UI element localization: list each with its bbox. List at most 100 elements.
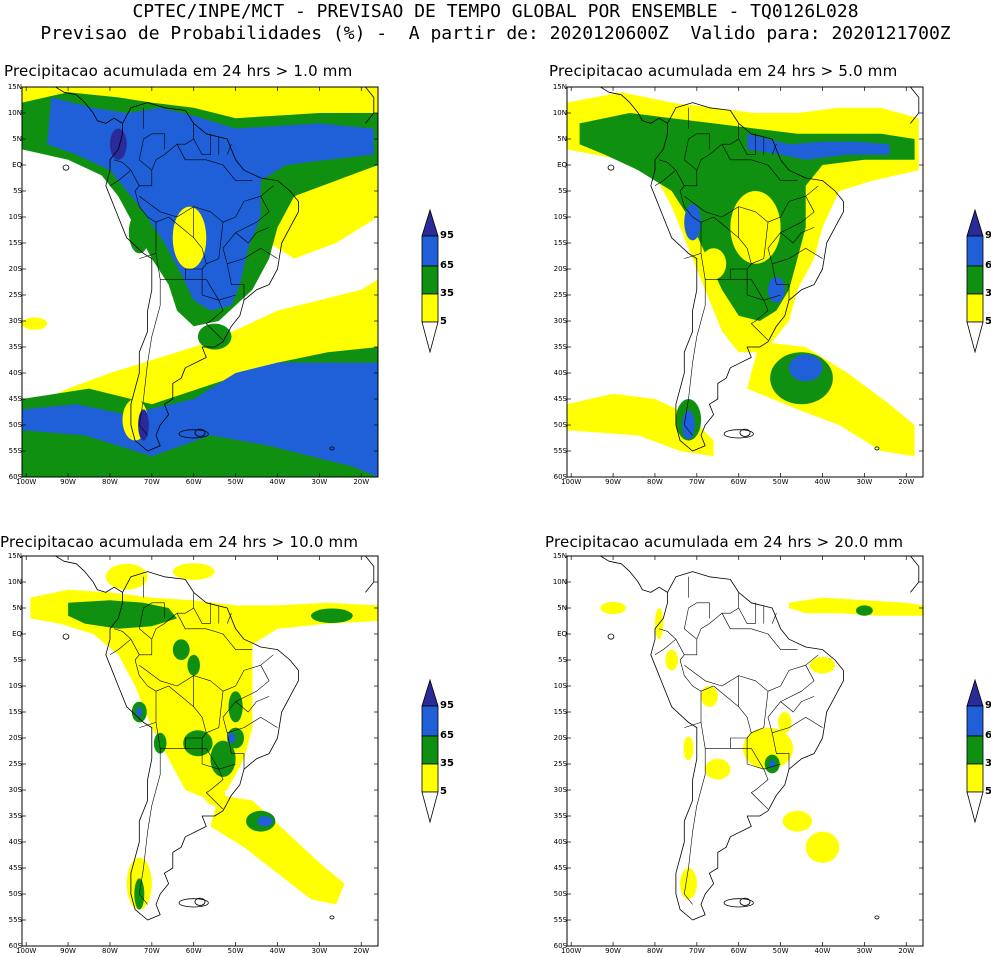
lat-tick-label: 30S: [8, 317, 22, 325]
probability-contour-5: [680, 868, 697, 900]
colorbar-segment: [421, 321, 439, 354]
colorbar-segment: [421, 235, 439, 267]
probability-contour-35: [128, 211, 150, 254]
probability-contour-5: [782, 810, 813, 832]
lat-tick-label: 20S: [8, 265, 22, 273]
lat-tick-label: 5N: [12, 604, 22, 612]
lat-tick-label: 20S: [8, 734, 22, 742]
lon-tick-label: 100W: [561, 947, 582, 955]
lat-tick-label: 50S: [8, 890, 22, 898]
coastlines-and-borders: [26, 87, 375, 452]
legend-colorbar-2: 95 65 35 5: [965, 208, 991, 358]
colorbar-segment: [966, 235, 984, 267]
probability-contour-5: [778, 712, 792, 733]
colorbar: [421, 208, 439, 354]
probability-contour-35: [197, 323, 232, 350]
colorbar-segment: [421, 735, 439, 765]
lat-tick-label: 25S: [8, 760, 22, 768]
lat-tick-label: 50S: [553, 890, 567, 898]
colorbar-segment: [421, 293, 439, 323]
lat-tick-label: 15N: [7, 83, 22, 91]
lat-tick-label: 10S: [553, 682, 567, 690]
lon-tick-label: 30W: [856, 478, 873, 486]
lat-tick-label: 30S: [553, 786, 567, 794]
lon-tick-label: 40W: [814, 478, 831, 486]
probability-contour-5: [730, 191, 781, 264]
lon-tick-label: 70W: [143, 947, 160, 955]
probability-contour-35: [68, 600, 177, 629]
lon-tick-label: 70W: [143, 478, 160, 486]
colorbar-segment: [966, 705, 984, 737]
colorbar-segment: [421, 791, 439, 824]
lat-tick-label: 15S: [553, 708, 567, 716]
colorbar-segment: [966, 763, 984, 793]
lat-tick-label: 35S: [553, 812, 567, 820]
lat-tick-label: 5S: [13, 656, 22, 664]
map-canvas: [566, 86, 924, 478]
probability-contour-5: [683, 736, 694, 761]
colorbar-label: 5: [985, 316, 991, 327]
colorbar-segment: [966, 265, 984, 295]
map-canvas: [21, 86, 379, 478]
lat-tick-label: 60S: [8, 473, 22, 481]
colorbar-segment: [966, 678, 984, 707]
lat-tick-label: 10N: [7, 578, 22, 586]
lon-tick-label: 80W: [647, 947, 663, 955]
panel-title-4: Precipitacao acumulada em 24 hrs > 20.0 …: [545, 533, 904, 551]
lat-tick-label: 10N: [552, 109, 567, 117]
colorbar-segment: [966, 293, 984, 323]
lat-tick-label: 15S: [8, 239, 22, 247]
lat-tick-label: 25S: [553, 291, 567, 299]
probability-contour-95: [109, 128, 127, 160]
probability-contour-35: [187, 654, 200, 676]
map-frame: [21, 555, 379, 947]
lon-tick-label: 20W: [353, 947, 370, 955]
lat-tick-label: 55S: [553, 447, 567, 455]
lat-tick-label: EQ: [557, 630, 567, 638]
lon-tick-label: 90W: [605, 478, 621, 486]
colorbar-label: 5: [440, 786, 447, 797]
colorbar-label: 35: [440, 758, 454, 769]
lat-tick-label: 30S: [553, 317, 567, 325]
lon-tick-label: 40W: [269, 478, 286, 486]
probability-contour-5: [30, 589, 378, 801]
colorbar-segment: [421, 265, 439, 295]
lat-tick-label: 40S: [8, 838, 22, 846]
lon-tick-label: 60W: [730, 478, 747, 486]
legend-colorbar-3: 95 65 35 5: [420, 678, 466, 828]
legend-colorbar-4: 95 65 35 5: [965, 678, 991, 828]
probability-contour-5: [172, 563, 215, 580]
map-panel-2: 15N 10N 5N EQ 5S 10S 15S 20S 25S 30S 35S 40S 45S 50S 5…: [545, 83, 924, 486]
lat-tick-label: 40S: [553, 369, 567, 377]
lon-tick-label: 70W: [688, 478, 705, 486]
lon-tick-label: 60W: [730, 947, 747, 955]
probability-contour-5: [204, 784, 226, 806]
lat-tick-label: 20S: [553, 265, 567, 273]
lat-tick-label: 15S: [8, 708, 22, 716]
colorbar-label: 65: [440, 260, 454, 271]
colorbar-label: 95: [985, 700, 991, 711]
probability-contour-5: [22, 317, 48, 330]
map-panel-1: 15N 10N 5N EQ 5S 10S 15S 20S 25S 30S 35S 40S 45S 50S 5…: [0, 83, 379, 486]
lat-tick-label: 15N: [552, 552, 567, 560]
coastlines-and-borders: [26, 556, 375, 921]
coastlines-and-borders: [571, 87, 920, 452]
lat-tick-label: 10N: [552, 578, 567, 586]
panel-title-3: Precipitacao acumulada em 24 hrs > 10.0 …: [0, 533, 359, 551]
lat-tick-label: 25S: [553, 760, 567, 768]
colorbar-segment: [421, 208, 439, 237]
lat-tick-label: 35S: [8, 812, 22, 820]
probability-contour-65: [227, 732, 236, 744]
lon-tick-label: 80W: [647, 478, 663, 486]
colorbar: [966, 208, 984, 354]
map-canvas: [566, 555, 924, 947]
lat-tick-label: 5S: [13, 187, 22, 195]
lat-tick-label: 35S: [553, 343, 567, 351]
lat-tick-label: 10S: [8, 213, 22, 221]
lat-tick-label: 5S: [558, 187, 567, 195]
lon-tick-label: 90W: [605, 947, 621, 955]
lat-tick-label: 35S: [8, 343, 22, 351]
lon-tick-label: 50W: [772, 947, 789, 955]
colorbar-segment: [421, 763, 439, 793]
probability-contour-65: [747, 133, 890, 160]
